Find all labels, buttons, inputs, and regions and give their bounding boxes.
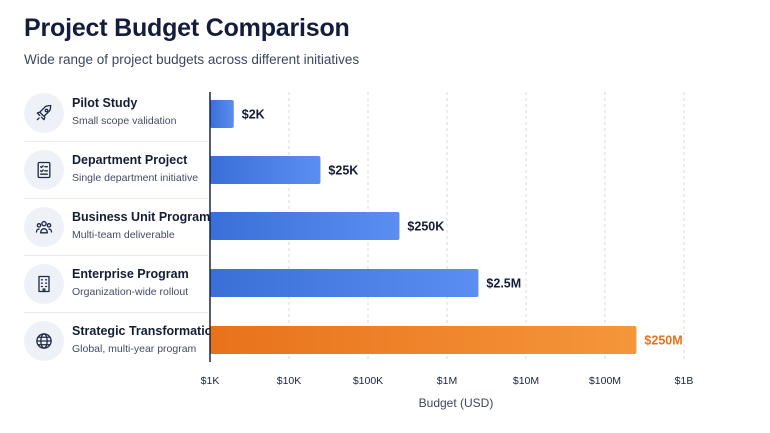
bar [210,100,234,128]
bar-value-label: $2K [242,108,265,122]
row-divider [24,198,208,199]
team-icon [24,207,64,247]
row-description: Multi-team deliverable [72,229,175,241]
row-divider [24,255,208,256]
row-label-business-unit-program: Business Unit Program Multi-team deliver… [0,199,210,256]
building-icon [24,264,64,304]
checklist-icon [24,150,64,190]
x-tick-label: $100M [589,375,621,387]
x-tick-label: $1B [675,375,694,387]
x-tick-label: $1K [201,375,220,387]
row-label-strategic-transformation: Strategic Transformation Global, multi-y… [0,313,220,370]
row-name: Enterprise Program [72,267,189,281]
row-description: Small scope validation [72,115,177,127]
bar [210,269,479,297]
row-name: Department Project [72,153,188,167]
x-tick-label: $100K [353,375,383,387]
rocket-icon [24,93,64,133]
bar-value-label: $250M [644,334,682,348]
bar-value-label: $250K [407,220,444,234]
row-description: Single department initiative [72,172,199,184]
bar [210,326,637,354]
chart-subtitle: Wide range of project budgets across dif… [24,52,360,67]
row-label-pilot-study: Pilot Study Small scope validation [0,85,210,142]
row-description: Global, multi-year program [72,343,197,355]
row-name: Pilot Study [72,96,138,110]
x-tick-label: $10K [277,375,302,387]
chart-title: Project Budget Comparison [24,14,350,42]
bar-value-label: $25K [328,164,358,178]
x-tick-label: $1M [437,375,457,387]
globe-icon [24,321,64,361]
row-divider [24,312,208,313]
row-name: Business Unit Program [72,210,211,224]
row-divider [24,141,208,142]
bar-value-label: $2.5M [486,277,521,291]
row-label-enterprise-program: Enterprise Program Organization-wide rol… [0,256,210,313]
row-label-department-project: Department Project Single department ini… [0,142,210,199]
x-tick-label: $10M [513,375,539,387]
x-axis-title: Budget (USD) [419,396,494,410]
bar [210,156,321,184]
row-description: Organization-wide rollout [72,286,189,298]
bar [210,212,400,240]
row-name: Strategic Transformation [72,324,220,338]
